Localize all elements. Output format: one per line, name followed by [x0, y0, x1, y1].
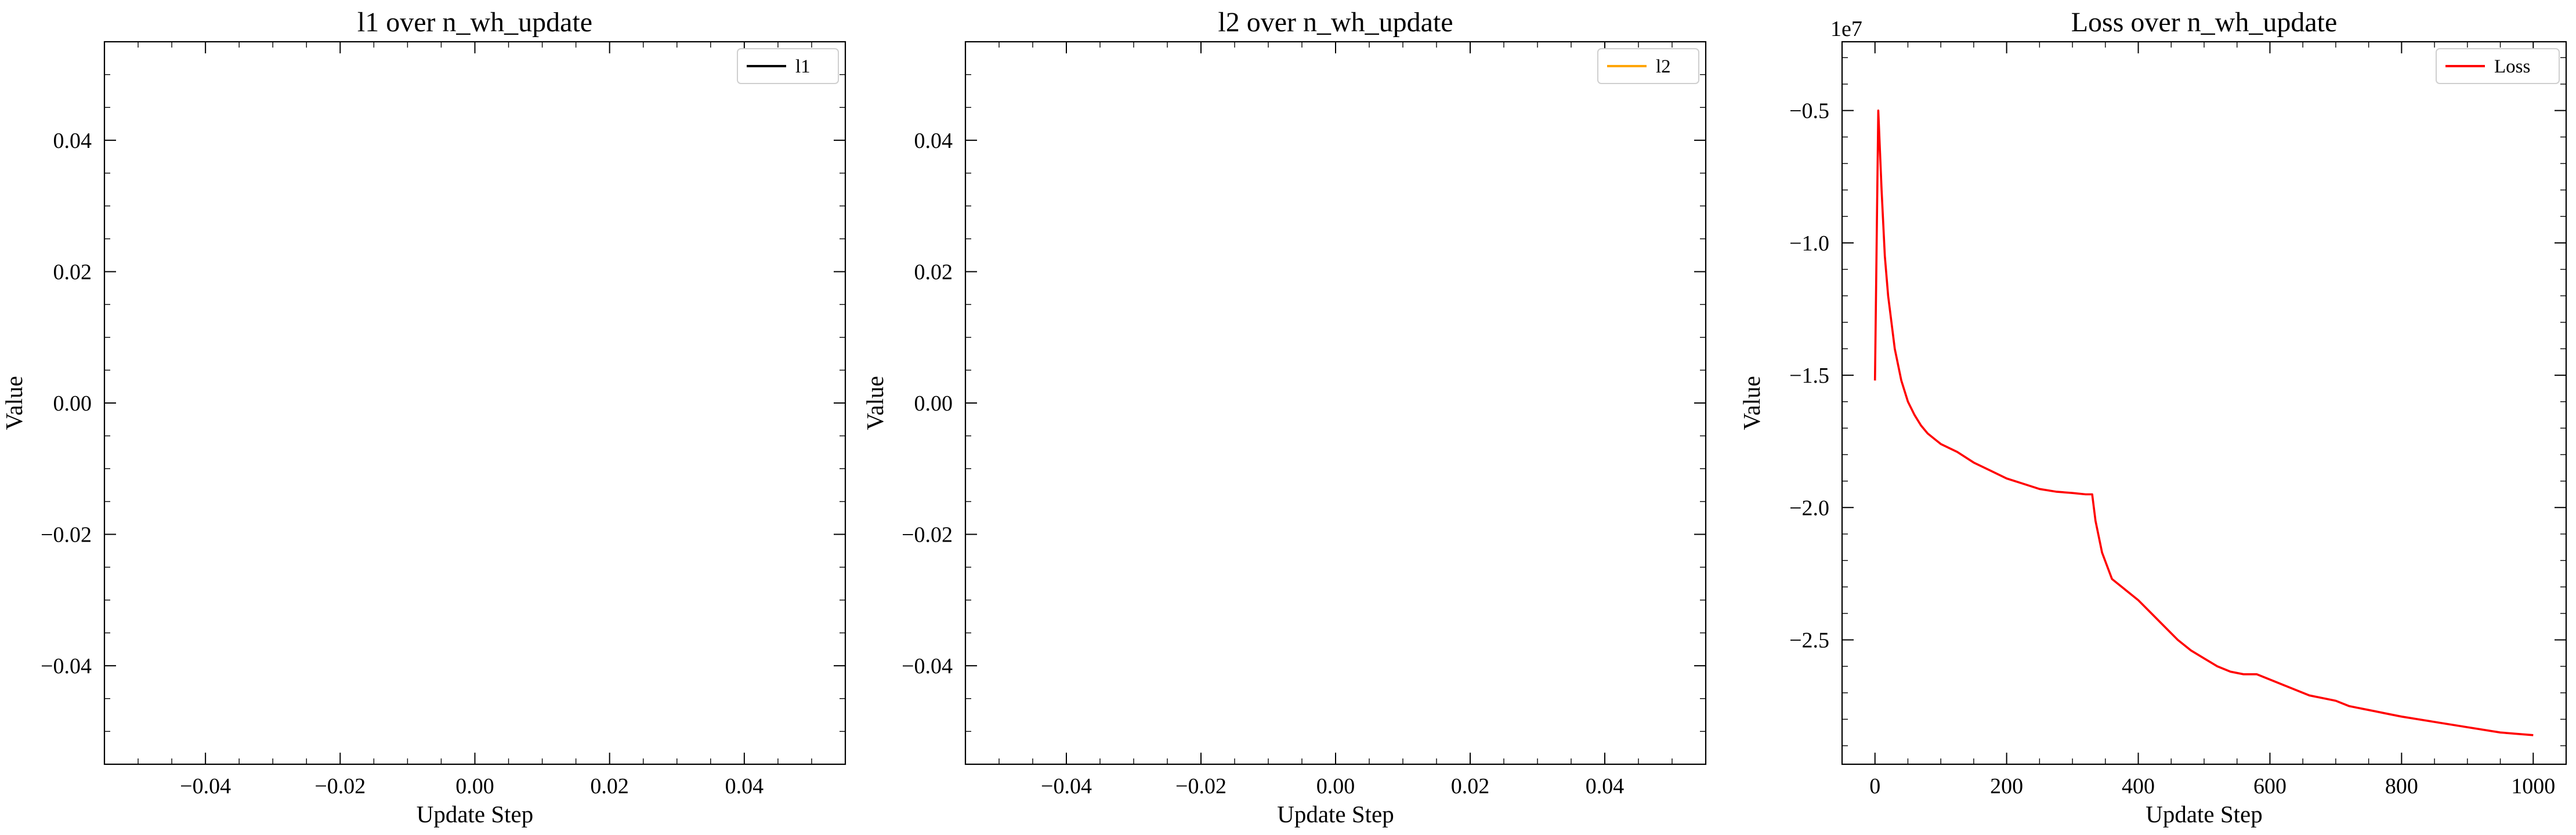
x-tick-label: −0.02: [314, 774, 366, 798]
x-axis-label: Update Step: [417, 801, 534, 827]
y-axis-label: Value: [1738, 376, 1765, 430]
x-tick-label: 200: [1990, 774, 2023, 798]
x-tick-label: 0.00: [455, 774, 494, 798]
legend-box: [1597, 48, 1699, 84]
legend-label: l1: [795, 56, 811, 77]
legend-label: l2: [1656, 56, 1671, 77]
x-tick-label: −0.04: [180, 774, 231, 798]
y-tick-label: −0.04: [41, 654, 92, 678]
x-tick-label: −0.04: [1041, 774, 1092, 798]
x-tick-label: 1000: [2511, 774, 2555, 798]
axes-frame: [1841, 41, 2567, 765]
y-tick-label: 0.00: [914, 391, 953, 416]
subplot-l1: l1 over n_wh_update Update Step Value −0…: [1, 7, 846, 827]
plot-title: l1 over n_wh_update: [357, 7, 592, 38]
x-tick-label: 600: [2253, 774, 2286, 798]
y-tick-label: 0.02: [53, 260, 92, 284]
y-tick-label: 0.00: [53, 391, 92, 416]
series-line-loss: [1873, 109, 2534, 736]
y-tick-label: −0.5: [1789, 99, 1829, 124]
legend-box: [737, 48, 839, 84]
y-offset-label: 1e7: [1830, 17, 1862, 41]
y-tick-label: −1.0: [1789, 231, 1829, 256]
y-tick-label: −0.04: [902, 654, 953, 678]
x-tick-label: −0.02: [1175, 774, 1227, 798]
y-tick-label: −0.02: [41, 523, 92, 547]
x-tick-label: 0: [1869, 774, 1880, 798]
x-axis-label: Update Step: [2146, 801, 2263, 827]
x-tick-label: 400: [2122, 774, 2155, 798]
y-tick-label: −2.0: [1789, 496, 1829, 520]
x-tick-label: 800: [2385, 774, 2418, 798]
plot-title: l2 over n_wh_update: [1218, 7, 1453, 38]
axes-frame: [103, 41, 846, 765]
subplot-loss: Loss over n_wh_update Update Step Value …: [1738, 7, 2567, 827]
y-tick-label: 0.02: [914, 260, 953, 284]
x-axis-label: Update Step: [1277, 801, 1394, 827]
y-axis-label: Value: [1, 376, 27, 430]
x-tick-label: 0.04: [725, 774, 764, 798]
plot-title: Loss over n_wh_update: [2071, 7, 2338, 38]
y-tick-label: 0.04: [53, 129, 92, 153]
x-tick-label: 0.02: [590, 774, 629, 798]
legend-label: Loss: [2494, 56, 2530, 77]
legend-box: [2436, 48, 2560, 84]
y-tick-label: −2.5: [1789, 628, 1829, 652]
y-tick-label: −1.5: [1789, 364, 1829, 388]
subplot-l2: l2 over n_wh_update Update Step Value −0…: [862, 7, 1707, 827]
y-axis-label: Value: [862, 376, 888, 430]
y-tick-label: −0.02: [902, 523, 953, 547]
y-tick-label: 0.04: [914, 129, 953, 153]
x-tick-label: 0.02: [1451, 774, 1490, 798]
x-tick-label: 0.00: [1316, 774, 1355, 798]
axes-frame: [964, 41, 1707, 765]
x-tick-label: 0.04: [1586, 774, 1625, 798]
